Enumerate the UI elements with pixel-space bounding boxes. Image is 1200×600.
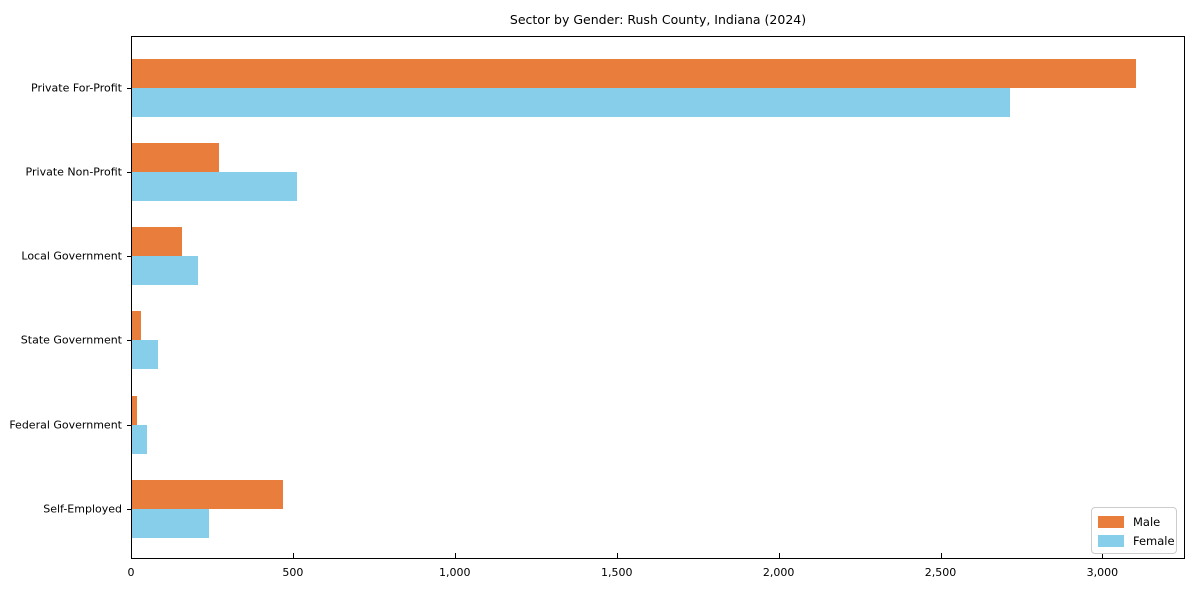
y-tick-mark <box>127 256 131 258</box>
bar-female-private-for-profit <box>132 87 1010 117</box>
x-tick-label-3000: 3,000 <box>1086 566 1119 579</box>
bar-male-local-government <box>132 227 183 257</box>
legend-entry-male: Male <box>1098 513 1170 530</box>
bar-female-state-government <box>132 340 158 370</box>
legend-label-female: Female <box>1133 533 1175 548</box>
y-tick-mark <box>127 87 131 89</box>
x-tick-label-0: 0 <box>127 566 135 579</box>
bar-male-private-for-profit <box>132 58 1136 88</box>
x-tick-mark <box>616 553 618 558</box>
x-tick-mark <box>940 553 942 558</box>
y-tick-mark <box>127 340 131 342</box>
x-tick-label-2000: 2,000 <box>762 566 795 579</box>
y-tick-mark <box>127 424 131 426</box>
bar-male-federal-government <box>132 395 137 425</box>
x-tick-label-2500: 2,500 <box>924 566 957 579</box>
y-tick-label-private-non-profit: Private Non-Profit <box>25 165 122 179</box>
x-tick-mark <box>292 553 294 558</box>
bar-female-private-non-profit <box>132 171 298 201</box>
x-tick-mark <box>1102 553 1104 558</box>
y-tick-label-self-employed: Self-Employed <box>43 502 122 516</box>
legend-swatch-male <box>1098 515 1124 528</box>
legend-entry-female: Female <box>1098 532 1175 549</box>
bar-male-private-non-profit <box>132 142 220 172</box>
y-tick-label-local-government: Local Government <box>21 249 122 263</box>
y-tick-label-state-government: State Government <box>20 333 122 347</box>
plot-area <box>131 36 1185 559</box>
x-tick-mark <box>131 553 132 558</box>
legend-swatch-female <box>1098 534 1124 547</box>
bar-male-self-employed <box>132 479 283 509</box>
legend-label-male: Male <box>1133 514 1161 529</box>
x-tick-label-1500: 1,500 <box>600 566 633 579</box>
bar-male-state-government <box>132 311 142 341</box>
y-tick-mark <box>127 171 131 173</box>
bar-female-local-government <box>132 256 198 286</box>
x-tick-label-1000: 1,000 <box>439 566 471 579</box>
x-tick-mark <box>778 553 780 558</box>
y-tick-label-federal-government: Federal Government <box>9 418 122 431</box>
x-tick-label-500: 500 <box>282 566 304 579</box>
x-tick-mark <box>454 553 456 558</box>
bar-female-federal-government <box>132 424 148 454</box>
chart-title: Sector by Gender: Rush County, Indiana (… <box>509 12 807 27</box>
y-tick-label-private-for-profit: Private For-Profit <box>31 81 122 95</box>
y-tick-mark <box>127 508 131 510</box>
bar-female-self-employed <box>132 508 210 538</box>
legend: Male Female <box>1091 507 1177 554</box>
